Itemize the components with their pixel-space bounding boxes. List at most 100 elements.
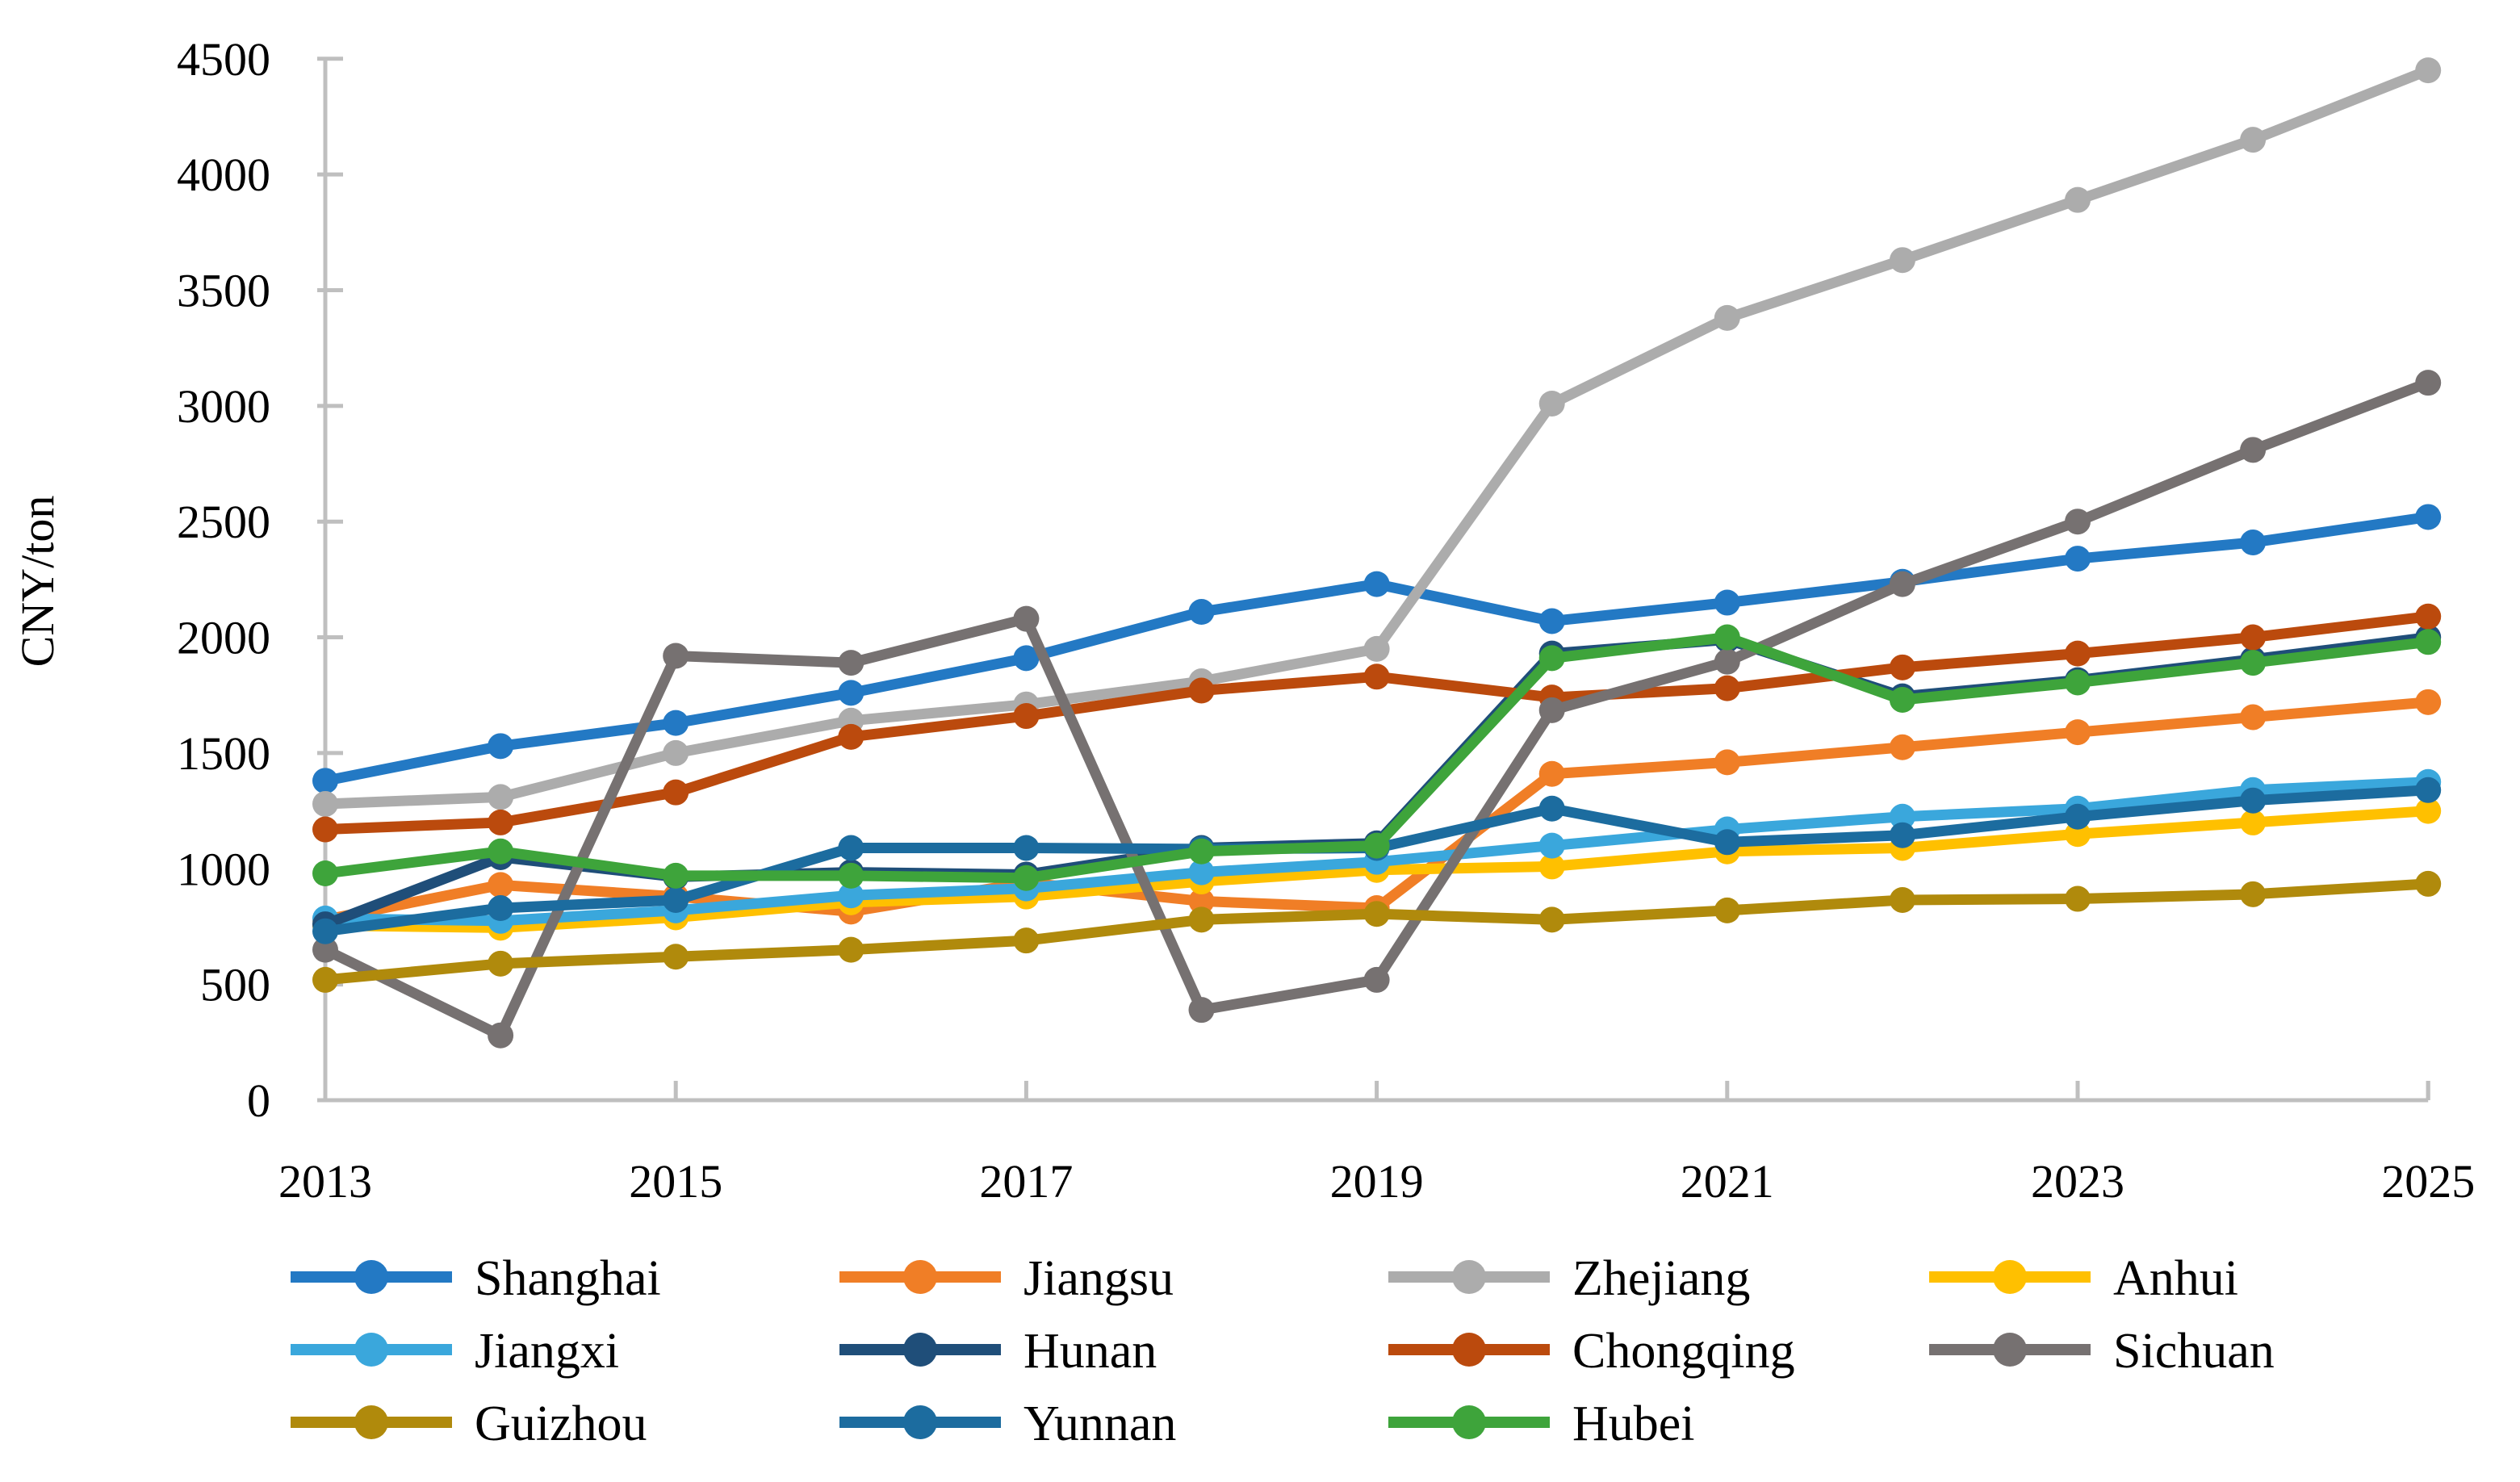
data-point-sichuan bbox=[2415, 370, 2442, 396]
legend-item-yunnan[interactable]: Yunnan bbox=[839, 1396, 1176, 1451]
data-point-guizhou bbox=[2415, 870, 2442, 897]
data-point-shanghai bbox=[1013, 645, 1040, 672]
data-point-zhejiang bbox=[1889, 247, 1915, 274]
legend-dot-icon bbox=[903, 1260, 937, 1294]
legend-item-sichuan[interactable]: Sichuan bbox=[1929, 1324, 2275, 1379]
data-point-zhejiang bbox=[2240, 127, 2267, 153]
data-point-sichuan bbox=[1889, 571, 1915, 597]
y-tick-label: 2000 bbox=[177, 612, 270, 664]
data-point-jiangxi bbox=[838, 882, 864, 909]
data-point-shanghai bbox=[2415, 504, 2442, 530]
data-point-hubei bbox=[2415, 629, 2442, 655]
data-point-zhejiang bbox=[1538, 390, 1565, 417]
y-tick-label: 3500 bbox=[177, 264, 270, 316]
data-point-chongqing bbox=[2065, 640, 2091, 667]
legend-item-zhejiang[interactable]: Zhejiang bbox=[1388, 1251, 1750, 1306]
data-point-zhejiang bbox=[488, 784, 514, 810]
data-point-yunnan bbox=[312, 918, 338, 944]
data-point-shanghai bbox=[663, 710, 689, 736]
data-point-yunnan bbox=[1714, 829, 1740, 856]
data-point-chongqing bbox=[488, 809, 514, 835]
legend-dot-icon bbox=[903, 1333, 937, 1367]
y-axis-title: CNY/ton bbox=[11, 496, 64, 668]
legend-label: Sichuan bbox=[2113, 1324, 2275, 1379]
data-point-guizhou bbox=[1363, 901, 1390, 927]
data-point-hubei bbox=[2065, 669, 2091, 696]
legend-item-jiangsu[interactable]: Jiangsu bbox=[839, 1251, 1174, 1306]
data-point-sichuan bbox=[1013, 605, 1040, 632]
data-point-zhejiang bbox=[2415, 57, 2442, 84]
legend-dot-icon bbox=[1993, 1260, 2027, 1294]
legend: Shanghai Jiangsu Zhejiang Anhui Jiangxi … bbox=[291, 1251, 2275, 1451]
legend-item-jiangxi[interactable]: Jiangxi bbox=[291, 1324, 619, 1379]
data-point-shanghai bbox=[488, 733, 514, 760]
data-point-yunnan bbox=[838, 835, 864, 861]
data-point-sichuan bbox=[2065, 509, 2091, 535]
data-point-sichuan bbox=[1188, 997, 1215, 1024]
data-point-yunnan bbox=[1889, 822, 1915, 848]
data-point-shanghai bbox=[1363, 571, 1390, 597]
data-point-shanghai bbox=[1714, 589, 1740, 616]
data-point-anhui bbox=[2415, 798, 2442, 824]
data-point-chongqing bbox=[312, 816, 338, 843]
data-point-hubei bbox=[838, 862, 864, 889]
legend-item-shanghai[interactable]: Shanghai bbox=[291, 1251, 661, 1306]
y-tick-label: 4000 bbox=[177, 149, 270, 201]
data-point-guizhou bbox=[1188, 906, 1215, 933]
data-point-shanghai bbox=[1538, 608, 1565, 634]
x-tick-label: 2017 bbox=[979, 1155, 1073, 1208]
legend-item-guizhou[interactable]: Guizhou bbox=[291, 1396, 647, 1451]
data-point-yunnan bbox=[1013, 835, 1040, 861]
legend-label: Hubei bbox=[1572, 1396, 1695, 1451]
data-point-shanghai bbox=[1188, 599, 1215, 626]
y-tick-label: 1500 bbox=[177, 727, 270, 780]
data-point-chongqing bbox=[1889, 654, 1915, 680]
x-tick-label: 2019 bbox=[1330, 1155, 1424, 1208]
data-point-zhejiang bbox=[663, 739, 689, 766]
data-point-jiangxi bbox=[1889, 803, 1915, 830]
data-point-anhui bbox=[1538, 853, 1565, 880]
data-point-shanghai bbox=[2065, 546, 2091, 572]
y-tick-label: 2500 bbox=[177, 496, 270, 548]
data-point-jiangsu bbox=[2065, 719, 2091, 746]
data-point-hubei bbox=[488, 838, 514, 864]
data-point-sichuan bbox=[312, 936, 338, 963]
legend-label: Anhui bbox=[2113, 1251, 2238, 1306]
y-tick-label: 500 bbox=[200, 959, 270, 1011]
data-point-shanghai bbox=[312, 768, 338, 794]
data-point-yunnan bbox=[2065, 803, 2091, 830]
legend-item-hunan[interactable]: Hunan bbox=[839, 1324, 1157, 1379]
y-tick-label: 3000 bbox=[177, 380, 270, 433]
data-point-guizhou bbox=[1013, 927, 1040, 954]
y-tick-label: 4500 bbox=[177, 33, 270, 86]
data-point-chongqing bbox=[1363, 664, 1390, 690]
data-point-chongqing bbox=[838, 723, 864, 750]
data-point-yunnan bbox=[2240, 787, 2267, 814]
data-point-jiangsu bbox=[2415, 689, 2442, 715]
data-point-hubei bbox=[1188, 838, 1215, 864]
data-point-jiangsu bbox=[1538, 760, 1565, 787]
x-tick-label: 2021 bbox=[1681, 1155, 1774, 1208]
legend-dot-icon bbox=[354, 1333, 388, 1367]
legend-item-hubei[interactable]: Hubei bbox=[1388, 1396, 1695, 1451]
data-point-yunnan bbox=[2415, 777, 2442, 803]
data-point-shanghai bbox=[2240, 530, 2267, 556]
legend-item-anhui[interactable]: Anhui bbox=[1929, 1251, 2238, 1306]
data-point-yunnan bbox=[488, 895, 514, 922]
data-point-guizhou bbox=[838, 936, 864, 963]
series-line-zhejiang bbox=[324, 65, 2430, 810]
data-point-sichuan bbox=[488, 1022, 514, 1049]
legend-dot-icon bbox=[1452, 1260, 1486, 1294]
legend-item-chongqing[interactable]: Chongqing bbox=[1388, 1324, 1795, 1379]
data-point-hubei bbox=[1363, 832, 1390, 859]
data-point-jiangsu bbox=[1714, 749, 1740, 776]
x-tick-label: 2023 bbox=[2031, 1155, 2124, 1208]
legend-label: Guizhou bbox=[475, 1396, 647, 1451]
legend-label: Jiangsu bbox=[1023, 1251, 1174, 1306]
data-point-guizhou bbox=[1889, 886, 1915, 913]
data-point-guizhou bbox=[663, 944, 689, 970]
data-point-jiangxi bbox=[1538, 832, 1565, 859]
data-point-yunnan bbox=[1538, 795, 1565, 822]
data-point-shanghai bbox=[838, 680, 864, 706]
